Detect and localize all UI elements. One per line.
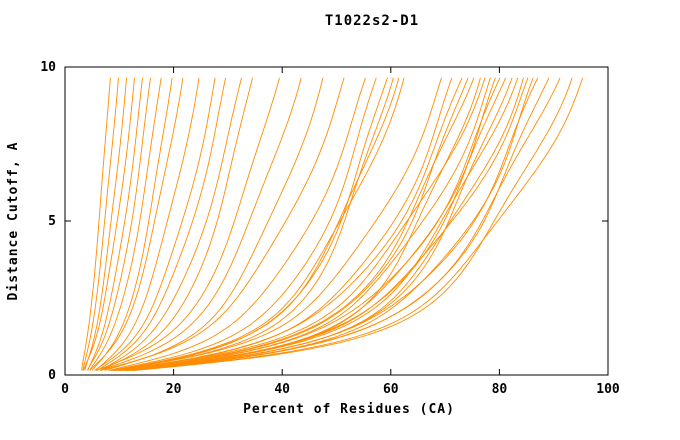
x-tick-label: 100 (596, 382, 620, 397)
model-curve (95, 77, 200, 371)
model-curve (116, 77, 453, 371)
axis-ticks-group (64, 66, 609, 376)
model-curve (113, 77, 405, 371)
model-curve (96, 77, 280, 371)
model-curve (104, 77, 324, 371)
model-curve (81, 77, 111, 371)
model-curve (83, 77, 135, 371)
model-curves-group (81, 77, 584, 371)
model-curve (100, 77, 242, 371)
model-curve (82, 77, 119, 371)
model-curve (127, 77, 513, 371)
model-curve (130, 77, 561, 371)
model-curve (100, 77, 345, 371)
x-tick-label: 20 (166, 382, 182, 397)
model-curve (126, 77, 524, 371)
model-curve (86, 77, 151, 371)
model-curve (84, 77, 127, 371)
model-curve (108, 77, 366, 371)
model-curve (94, 77, 216, 371)
model-curve (121, 77, 507, 371)
model-curve (110, 77, 377, 371)
model-curve (87, 77, 143, 371)
chart-title: T1022s2-D1 (325, 13, 419, 29)
model-curve (91, 77, 173, 371)
model-curve (123, 77, 501, 371)
x-tick-label: 80 (492, 382, 508, 397)
model-curve (112, 77, 400, 371)
axis-tick-labels-group: 0 20 40 60 80 100 0 5 10 (40, 60, 620, 397)
model-curve (133, 77, 584, 371)
model-curve (116, 77, 463, 371)
y-tick-label: 0 (48, 368, 56, 383)
model-curve (97, 77, 227, 371)
model-curve (125, 77, 539, 371)
model-curve (134, 77, 573, 371)
model-curve (120, 77, 491, 371)
y-axis-label: Distance Cutoff, A (6, 142, 21, 301)
model-curve (99, 77, 302, 371)
x-tick-label: 60 (383, 382, 399, 397)
model-curve (114, 77, 486, 371)
model-curve (113, 77, 394, 371)
y-tick-label: 10 (40, 60, 56, 75)
model-curve (132, 77, 534, 371)
x-axis-label: Percent of Residues (CA) (243, 402, 455, 417)
model-curve (118, 77, 475, 371)
model-curve (110, 77, 442, 371)
model-curve (99, 77, 253, 371)
x-tick-label: 40 (274, 382, 290, 397)
y-tick-label: 5 (48, 214, 56, 229)
model-curve (123, 77, 529, 371)
model-curve (118, 77, 469, 371)
model-curve (125, 77, 519, 371)
x-tick-label: 0 (61, 382, 69, 397)
model-curve (89, 77, 184, 371)
model-curve (89, 77, 162, 371)
model-curve (127, 77, 481, 371)
